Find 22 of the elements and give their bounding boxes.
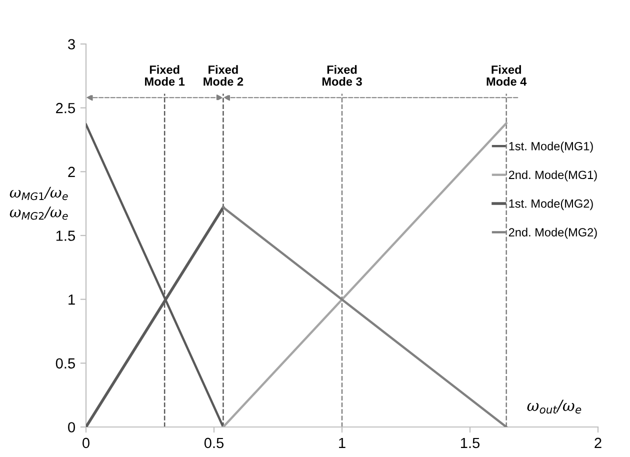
legend-label: 1st. Mode(MG1) — [509, 142, 593, 153]
y-tick-label: 3 — [68, 39, 75, 50]
legend-label: 2nd. Mode(MG1) — [508, 170, 597, 182]
y-tick-label: 0.5 — [56, 358, 75, 369]
y-tick-label: 2.5 — [56, 102, 75, 114]
y-tick-label: 2 — [68, 166, 75, 177]
x-tick-label: 0 — [82, 438, 90, 448]
x-axis-title: ω$_{out}$/ω$_{e}$ — [527, 400, 582, 414]
x-tick-label: 1 — [339, 438, 346, 448]
x-tick-label: 2 — [594, 438, 602, 448]
ref-line-label: Fixed Mode 2 — [204, 65, 244, 86]
legend-label: 2nd. Mode(MG2) — [508, 228, 597, 239]
x-tick-label: 1.5 — [460, 438, 480, 448]
y-tick-label: 1 — [68, 294, 75, 305]
y-tick-label: 1.5 — [56, 230, 75, 241]
text: ω$_{MG1}$/ω$_{e}$ ω$_{MG2}$/ω$_{e}$ — [10, 186, 68, 220]
ref-line-label: Fixed Mode 1 — [145, 65, 185, 86]
x-tick-label: 0.5 — [204, 438, 224, 448]
y-tick-label: 0 — [68, 422, 76, 432]
ref-line-label: Fixed Mode 4 — [486, 65, 527, 86]
ref-line-label: Fixed Mode 3 — [322, 65, 362, 86]
legend-label: 1st. Mode(MG2) — [509, 199, 593, 210]
